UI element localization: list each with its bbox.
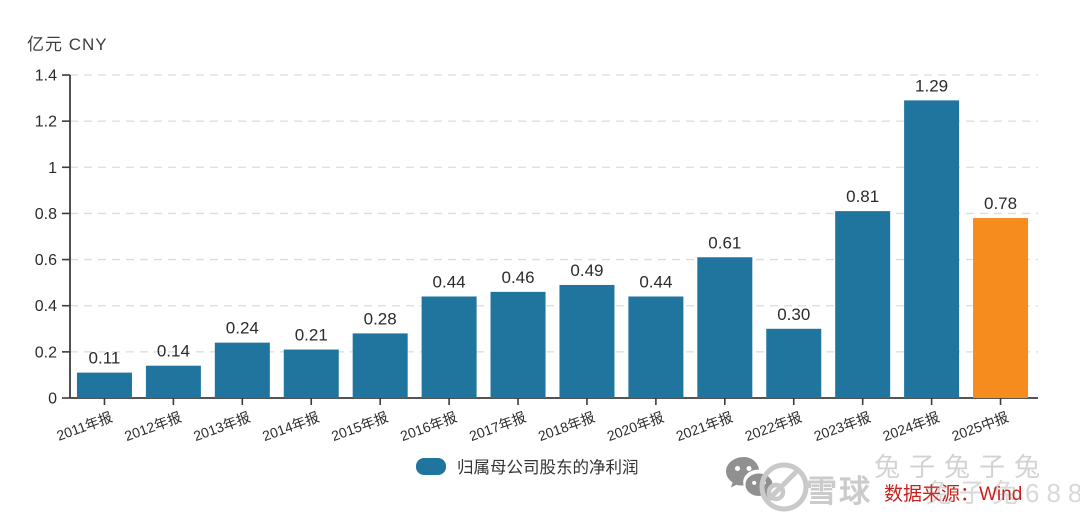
bar xyxy=(559,284,615,398)
x-axis-label: 2022年报 xyxy=(743,409,804,444)
bar-value-label: 0.14 xyxy=(157,342,190,361)
y-tick-label: 0.6 xyxy=(35,252,57,269)
bar xyxy=(283,349,339,398)
y-tick-label: 0.2 xyxy=(35,344,57,361)
bar xyxy=(145,365,201,398)
x-axis-label: 2020年报 xyxy=(605,409,666,444)
bar-value-label: 0.11 xyxy=(89,349,121,368)
bar-value-label: 0.30 xyxy=(777,305,810,324)
bar-value-label: 0.28 xyxy=(364,309,397,328)
x-axis-label: 2016年报 xyxy=(398,409,459,444)
bar xyxy=(628,296,684,398)
bar xyxy=(76,372,132,398)
bar xyxy=(904,100,960,398)
x-axis-label: 2017年报 xyxy=(467,409,528,444)
x-axis-label: 2025中报 xyxy=(950,409,1011,444)
y-tick-label: 0.4 xyxy=(35,298,57,315)
y-tick-label: 0.8 xyxy=(35,206,57,223)
bar xyxy=(490,291,546,398)
y-tick-label: 1.2 xyxy=(35,114,57,131)
x-axis-label: 2024年报 xyxy=(881,409,942,444)
x-axis-label: 2014年报 xyxy=(260,409,321,444)
x-axis-label: 2012年报 xyxy=(122,409,183,444)
bar-value-label: 0.49 xyxy=(570,261,603,280)
bar xyxy=(421,296,477,398)
x-axis-label: 2013年报 xyxy=(191,409,252,444)
legend-label: 归属母公司股东的净利润 xyxy=(457,459,639,477)
bar xyxy=(214,342,270,398)
legend-swatch xyxy=(416,457,446,475)
x-axis-label: 2018年报 xyxy=(536,409,597,444)
bar-value-label: 1.29 xyxy=(915,76,948,95)
bar-value-label: 0.24 xyxy=(226,319,259,338)
bar xyxy=(766,328,822,398)
bar-value-label: 0.21 xyxy=(295,326,328,345)
bar xyxy=(973,218,1029,398)
bar xyxy=(352,333,408,398)
bar-value-label: 0.61 xyxy=(708,233,741,252)
x-axis-label: 2021年报 xyxy=(674,409,735,444)
y-tick-label: 1.4 xyxy=(35,68,57,85)
legend: 归属母公司股东的净利润 xyxy=(416,454,639,478)
y-tick-label: 0 xyxy=(48,391,57,408)
x-axis-label: 2015年报 xyxy=(329,409,390,444)
y-axis-unit-label: 亿元 CNY xyxy=(27,35,108,54)
bar xyxy=(835,211,891,398)
y-tick-label: 1 xyxy=(48,160,57,177)
bar-value-label: 0.46 xyxy=(501,268,534,287)
bar-value-label: 0.78 xyxy=(984,194,1017,213)
x-axis-label: 2011年报 xyxy=(54,409,114,444)
bar xyxy=(697,257,753,398)
bar-value-label: 0.44 xyxy=(433,272,466,291)
bar-value-label: 0.81 xyxy=(846,187,879,206)
bar-value-label: 0.44 xyxy=(639,272,672,291)
x-axis-label: 2023年报 xyxy=(812,409,873,444)
